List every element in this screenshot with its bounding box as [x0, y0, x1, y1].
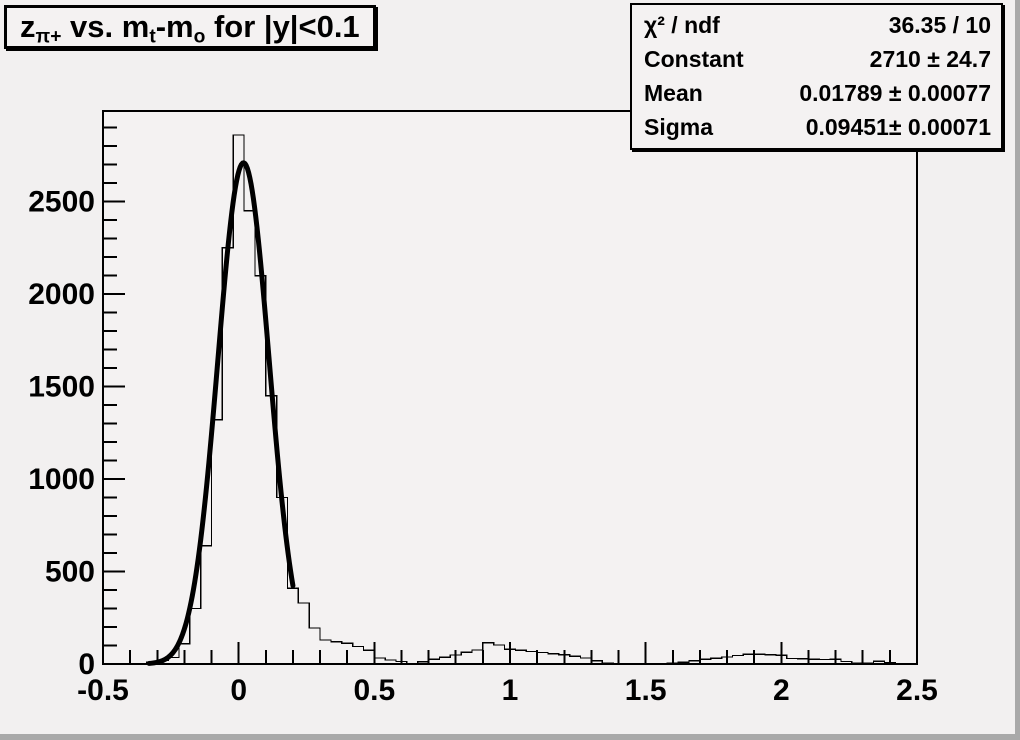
- x-axis-tick-label: 2.5: [896, 674, 938, 707]
- y-axis-tick-label: 2500: [28, 186, 95, 219]
- y-axis-tick-label: 500: [45, 556, 95, 589]
- y-axis-tick-label: 1500: [28, 371, 95, 404]
- stats-row-chi2: χ² / ndf 36.35 / 10: [644, 12, 991, 39]
- histogram-line: [103, 134, 918, 665]
- canvas-bevel-bottom: [0, 734, 1020, 740]
- y-axis-tick-label: 0: [78, 648, 95, 681]
- y-axis-tick-label: 1000: [28, 463, 95, 496]
- canvas-bevel-right: [1015, 0, 1020, 740]
- x-axis-tick-label: 1: [502, 674, 519, 707]
- x-axis-tick-label: 1.5: [625, 674, 667, 707]
- stats-row-constant: Constant 2710 ± 24.7: [644, 46, 991, 73]
- plot-title: zπ+ vs. mt-mo for |y|<0.1: [20, 9, 360, 48]
- stats-label: Sigma: [644, 113, 714, 140]
- y-axis-tick-label: 2000: [28, 278, 95, 311]
- stats-value: 0.01789 ± 0.00077: [799, 79, 991, 106]
- stats-value: 0.09451± 0.00071: [805, 113, 991, 140]
- stats-label: Constant: [644, 46, 744, 73]
- stats-value: 2710 ± 24.7: [869, 46, 991, 73]
- stats-label: χ² / ndf: [644, 12, 720, 39]
- stats-value: 36.35 / 10: [888, 12, 991, 39]
- x-axis-tick-label: 0: [230, 674, 247, 707]
- gaussian-fit-curve: [146, 160, 296, 666]
- stats-label: Mean: [644, 79, 703, 106]
- title-box[interactable]: zπ+ vs. mt-mo for |y|<0.1: [4, 5, 376, 49]
- x-axis-tick-label: -0.5: [77, 674, 129, 707]
- x-axis-tick-label: 0.5: [353, 674, 395, 707]
- stats-box[interactable]: χ² / ndf 36.35 / 10 Constant 2710 ± 24.7…: [630, 3, 1003, 150]
- stats-row-sigma: Sigma 0.09451± 0.00071: [644, 114, 991, 141]
- x-axis-tick-label: 2: [773, 674, 790, 707]
- plot-frame: [102, 110, 918, 665]
- stats-row-mean: Mean 0.01789 ± 0.00077: [644, 80, 991, 107]
